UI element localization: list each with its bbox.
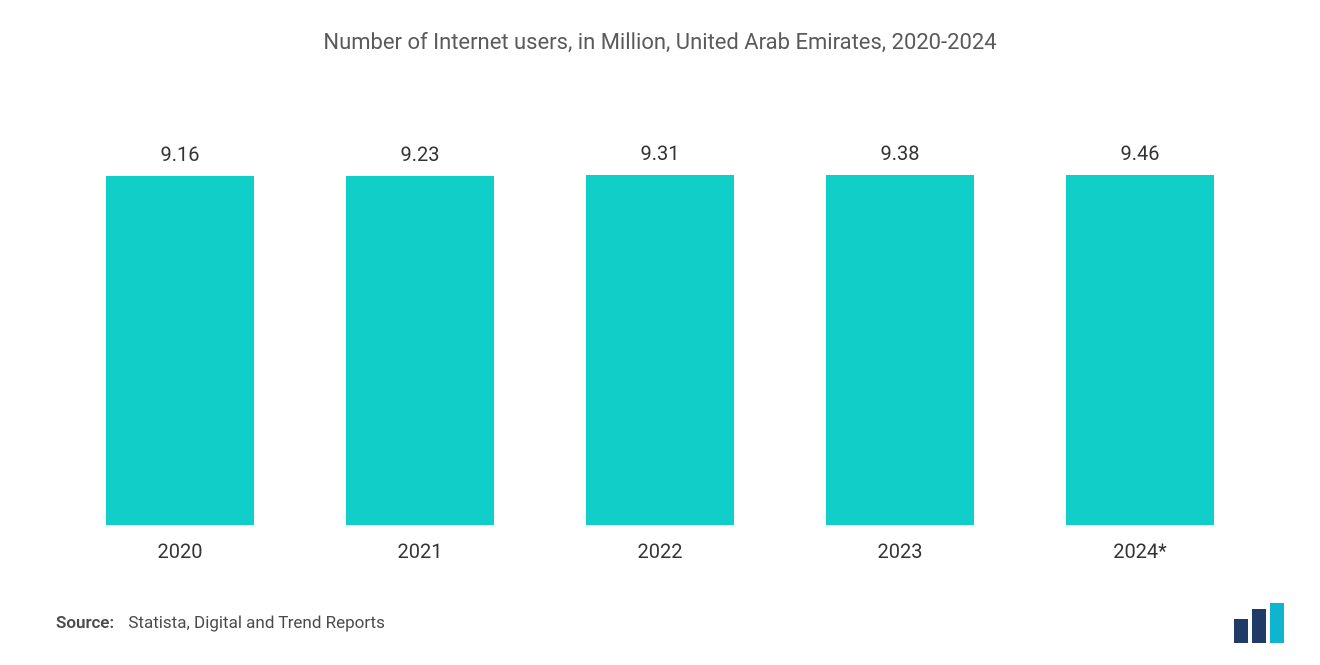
bar-group: 9.462024* (1020, 90, 1260, 525)
bar-category-label: 2020 (158, 539, 203, 563)
bar-category-label: 2021 (398, 539, 443, 563)
bar-category-label: 2024* (1113, 539, 1167, 563)
bar-group: 9.162020 (60, 90, 300, 525)
bar (826, 175, 975, 525)
chart-container: Number of Internet users, in Million, Un… (0, 0, 1320, 665)
bar (586, 175, 735, 525)
plot-area: 9.1620209.2320219.3120229.3820239.462024… (60, 90, 1260, 525)
source-footer: Source: Statista, Digital and Trend Repo… (56, 613, 385, 633)
source-label: Source: (56, 613, 114, 633)
bar-group: 9.382023 (780, 90, 1020, 525)
bar (1066, 175, 1215, 525)
bar-group: 9.312022 (540, 90, 780, 525)
logo-bar-2-icon (1252, 609, 1266, 643)
bar (346, 176, 495, 525)
mordor-intelligence-logo (1230, 603, 1290, 643)
logo-bar-3-icon (1270, 603, 1284, 643)
bar-value-label: 9.46 (1121, 141, 1160, 165)
bar-value-label: 9.38 (881, 141, 920, 165)
bar (106, 176, 255, 525)
bar-value-label: 9.31 (641, 141, 680, 165)
bar-category-label: 2022 (638, 539, 683, 563)
logo-bar-1-icon (1234, 619, 1248, 643)
bar-group: 9.232021 (300, 90, 540, 525)
chart-title: Number of Internet users, in Million, Un… (0, 0, 1320, 55)
source-text: Statista, Digital and Trend Reports (128, 613, 385, 633)
bar-category-label: 2023 (878, 539, 923, 563)
bar-value-label: 9.23 (401, 142, 440, 166)
bar-value-label: 9.16 (161, 142, 200, 166)
